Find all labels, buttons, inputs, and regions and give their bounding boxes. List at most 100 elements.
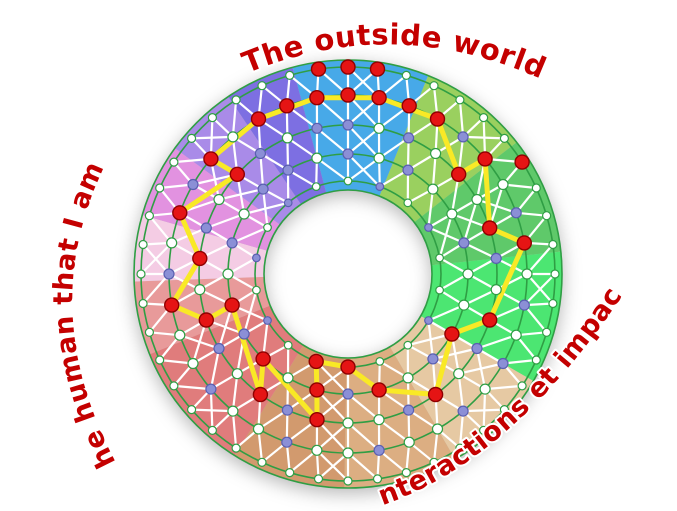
node-white — [499, 133, 509, 143]
node-white — [453, 368, 465, 380]
mesh-line — [377, 418, 411, 444]
donut-wheel — [133, 59, 563, 489]
node-purple — [251, 253, 261, 263]
mesh-line — [142, 272, 171, 305]
mesh-line — [462, 135, 506, 140]
node-white — [238, 208, 250, 220]
node-purple — [263, 316, 272, 325]
node-white — [342, 417, 354, 429]
node-white — [138, 239, 148, 250]
mesh-line — [427, 188, 434, 229]
node-white — [497, 178, 509, 191]
mesh-line — [178, 334, 221, 350]
node-purple — [311, 122, 323, 134]
node-red — [369, 61, 386, 77]
node-white — [479, 112, 489, 123]
node-red — [308, 353, 324, 370]
node-white — [227, 131, 239, 143]
node-red — [482, 220, 498, 236]
node-white — [510, 329, 522, 341]
mesh-line — [525, 243, 555, 276]
node-purple — [424, 223, 433, 232]
mesh-line — [172, 384, 212, 391]
sector-blue — [292, 60, 429, 197]
node-white — [155, 183, 165, 193]
node-purple — [205, 383, 217, 395]
node-purple — [187, 178, 199, 191]
node-purple — [490, 252, 502, 264]
node-red — [477, 151, 493, 167]
node-purple — [342, 148, 354, 160]
node-purple — [283, 198, 293, 208]
node-red — [371, 89, 387, 106]
node-white — [548, 298, 558, 309]
mesh-line — [427, 319, 434, 360]
node-white — [429, 81, 439, 91]
node-white — [550, 269, 560, 279]
node-red — [192, 250, 208, 267]
sector-orchid — [142, 148, 280, 251]
mesh-line — [431, 152, 437, 191]
node-red — [401, 98, 417, 114]
node-white — [403, 436, 415, 448]
mesh-line — [378, 449, 408, 474]
node-white — [548, 239, 558, 250]
node-purple — [238, 328, 250, 340]
node-white — [531, 355, 541, 365]
node-white — [521, 268, 533, 280]
mesh-line — [346, 421, 381, 452]
node-red — [163, 297, 180, 313]
node-purple — [518, 299, 530, 311]
node-white — [251, 285, 261, 295]
mesh-line — [346, 127, 381, 156]
node-white — [194, 284, 206, 296]
node-white — [403, 340, 413, 350]
mesh-line — [427, 304, 465, 322]
node-layer — [136, 59, 560, 486]
node-purple — [402, 164, 414, 176]
node-white — [166, 237, 178, 249]
mesh-line — [407, 409, 439, 431]
node-white — [285, 70, 295, 81]
node-purple — [457, 131, 469, 143]
mesh-line — [482, 388, 487, 432]
mesh-line — [484, 384, 524, 391]
mesh-line — [315, 421, 350, 452]
node-red — [340, 59, 356, 75]
node-purple — [373, 444, 385, 456]
node-white — [187, 357, 199, 370]
node-red — [172, 205, 188, 221]
node-red — [514, 154, 530, 170]
mesh-line — [259, 152, 265, 191]
mesh-line — [346, 392, 381, 421]
node-purple — [471, 342, 483, 355]
node-white — [257, 81, 267, 91]
mesh-line — [346, 451, 379, 480]
node-white — [462, 268, 474, 280]
node-purple — [213, 342, 225, 355]
node-white — [541, 327, 552, 337]
node-white — [313, 474, 324, 484]
node-red — [224, 297, 240, 313]
mesh-line — [462, 241, 498, 260]
mesh-line — [315, 127, 350, 156]
node-white — [231, 95, 241, 105]
node-red — [371, 382, 387, 398]
mesh-line — [231, 410, 238, 450]
node-white — [282, 372, 294, 384]
node-white — [479, 383, 491, 395]
node-white — [311, 444, 323, 456]
node-white — [429, 457, 439, 467]
node-white — [263, 223, 272, 232]
node-red — [279, 98, 295, 114]
node-white — [435, 285, 445, 295]
node-white — [227, 405, 239, 417]
node-red — [229, 166, 246, 183]
node-red — [252, 386, 269, 403]
node-white — [541, 211, 552, 221]
node-white — [490, 284, 502, 296]
node-white — [187, 405, 197, 415]
node-purple — [424, 316, 433, 325]
node-white — [375, 357, 385, 366]
node-white — [402, 372, 414, 384]
